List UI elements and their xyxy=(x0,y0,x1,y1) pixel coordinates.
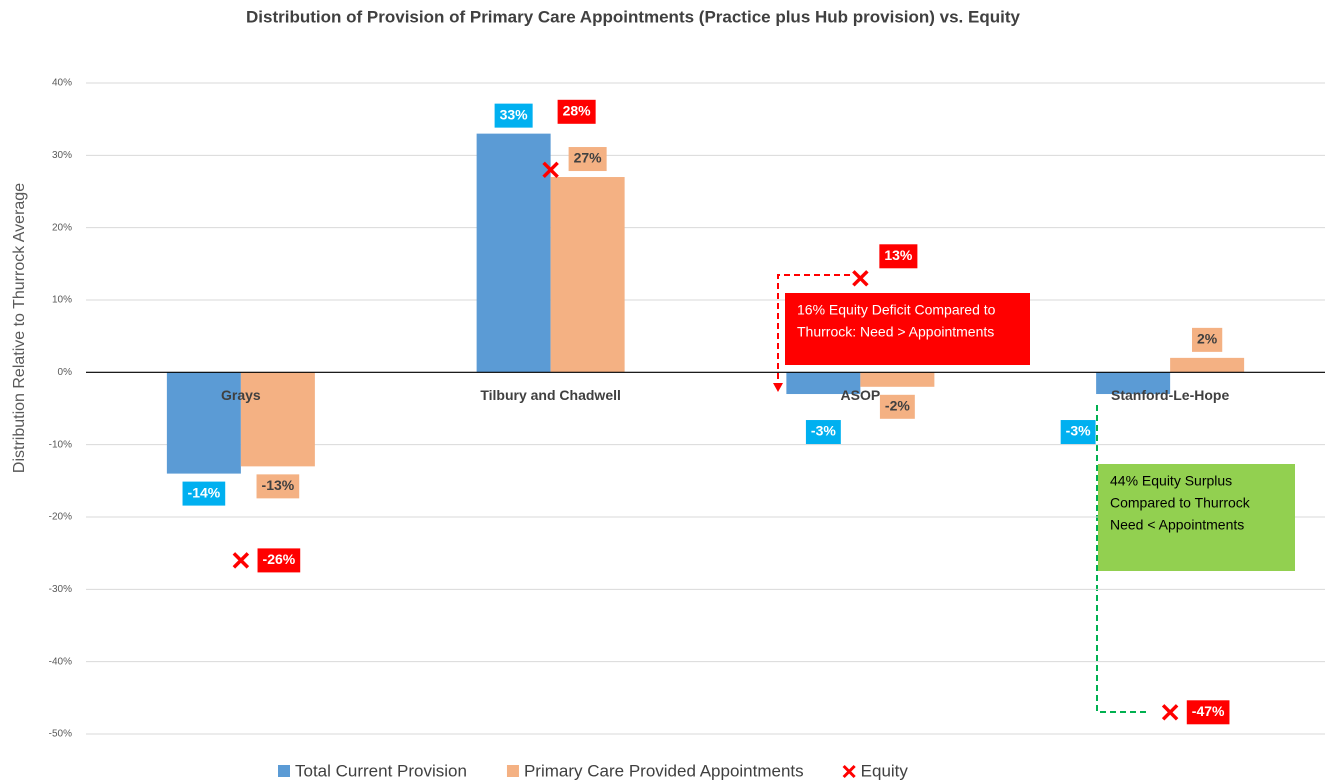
data-label: -14% xyxy=(188,484,221,500)
annotation-text: Need < Appointments xyxy=(1110,517,1244,533)
data-label-box xyxy=(256,474,300,499)
bar xyxy=(860,372,935,387)
bar xyxy=(476,133,551,373)
annotation-box xyxy=(785,293,1030,365)
bar xyxy=(166,372,241,474)
y-tick-label: 20% xyxy=(52,222,72,233)
y-tick-label: -40% xyxy=(49,656,72,667)
data-label-box xyxy=(805,420,841,445)
legend-label: Total Current Provision xyxy=(295,761,467,780)
data-label-box xyxy=(879,244,918,269)
x-tick-label: ASOP xyxy=(841,387,881,403)
y-tick-label: -50% xyxy=(49,729,72,740)
data-label-box xyxy=(182,481,226,506)
annotation-text: 16% Equity Deficit Compared to xyxy=(797,302,996,318)
annotation-text: 44% Equity Surplus xyxy=(1110,473,1232,489)
annotation-text: Compared to Thurrock xyxy=(1110,495,1251,511)
legend-swatch xyxy=(278,765,290,777)
data-label: 33% xyxy=(500,106,529,122)
legend-label: Equity xyxy=(861,761,909,780)
y-tick-label: -20% xyxy=(49,512,72,523)
data-label-box xyxy=(1060,420,1096,445)
deficit-arrowhead xyxy=(773,383,783,392)
chart-title: Distribution of Provision of Primary Car… xyxy=(246,7,1020,26)
x-tick-label: Stanford-Le-Hope xyxy=(1111,387,1229,403)
data-label-box xyxy=(494,103,533,128)
bar xyxy=(786,372,861,395)
data-label: -3% xyxy=(811,423,836,439)
annotation-text: Thurrock: Need > Appointments xyxy=(797,324,994,340)
legend-label: Primary Care Provided Appointments xyxy=(524,761,804,780)
equity-marker xyxy=(1161,704,1179,721)
data-label-box xyxy=(568,147,607,172)
y-tick-label: 10% xyxy=(52,295,72,306)
data-label: 27% xyxy=(574,150,603,166)
data-label: 13% xyxy=(884,247,913,263)
x-tick-label: Grays xyxy=(221,387,261,403)
surplus-arrow xyxy=(1096,405,1150,713)
legend-swatch xyxy=(506,765,519,777)
y-tick-label: 0% xyxy=(58,367,73,378)
data-label-box xyxy=(1192,327,1223,352)
data-label: -47% xyxy=(1192,703,1225,719)
bar xyxy=(1170,357,1245,373)
bar xyxy=(1096,372,1171,395)
data-label-box xyxy=(257,548,301,573)
legend-marker xyxy=(842,764,856,779)
y-tick-label: -30% xyxy=(49,584,72,595)
arrows xyxy=(773,274,1150,713)
equity-marker xyxy=(852,270,869,287)
y-tick-label: 40% xyxy=(52,78,72,89)
data-label: -2% xyxy=(885,398,910,414)
data-label-box xyxy=(557,99,596,124)
equity-marker xyxy=(232,552,250,569)
annotation-box xyxy=(1098,464,1295,571)
deficit-arrow xyxy=(777,274,850,385)
data-label-box xyxy=(1186,700,1230,725)
y-tick-label: 30% xyxy=(52,150,72,161)
y-axis-label: Distribution Relative to Thurrock Averag… xyxy=(11,183,28,473)
y-tick-label: -10% xyxy=(49,439,72,450)
equity-marker xyxy=(542,161,559,179)
bar xyxy=(240,372,315,467)
data-label: 28% xyxy=(563,103,592,119)
x-tick-label: Tilbury and Chadwell xyxy=(480,387,621,403)
data-label: -26% xyxy=(263,551,296,567)
data-label: -3% xyxy=(1066,423,1091,439)
data-label: -13% xyxy=(262,477,295,493)
data-label-box xyxy=(879,394,915,419)
bar xyxy=(550,177,625,373)
data-label: 2% xyxy=(1197,331,1218,347)
